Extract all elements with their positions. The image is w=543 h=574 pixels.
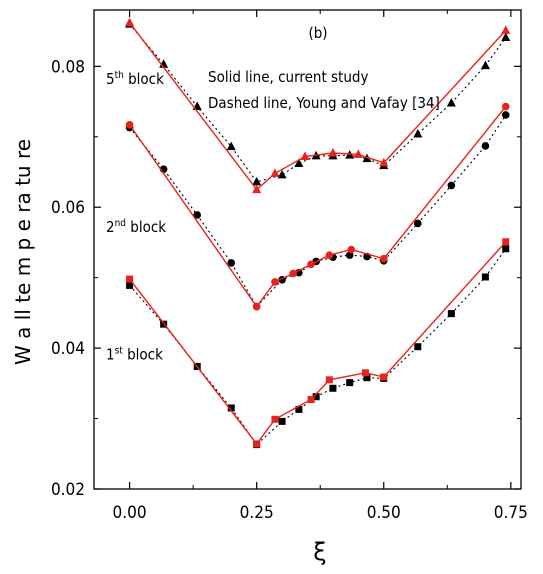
x-axis-title: ξ (313, 538, 326, 566)
series-line (129, 241, 507, 446)
data-point-triangle (125, 17, 135, 27)
data-point-square (126, 281, 134, 289)
series-triangle-solid (125, 17, 511, 194)
y-axis-title: W a ll te m p e ra tu re (11, 139, 35, 365)
legend-solid-line-note: Solid line, current study (208, 68, 368, 86)
data-point-square (329, 384, 337, 392)
data-point-triangle (413, 128, 423, 138)
data-point-circle (347, 245, 356, 254)
series-line (129, 248, 507, 446)
panel-label: (b) (308, 24, 327, 42)
data-point-square (363, 374, 371, 382)
data-point-circle (414, 219, 422, 228)
data-point-square (502, 238, 510, 246)
block-label: 5th block (106, 70, 164, 88)
series-line (129, 106, 507, 308)
series-square-solid (126, 238, 510, 448)
block-label: 1st block (106, 345, 163, 363)
data-point-square (361, 369, 369, 377)
data-point-square (481, 273, 489, 281)
data-point-triangle (501, 25, 511, 34)
series-square-dotted (126, 245, 510, 449)
data-point-circle (193, 211, 201, 219)
block-label: 2nd block (106, 218, 166, 236)
data-point-square (126, 275, 134, 283)
data-point-triangle (480, 60, 490, 70)
data-point-square (271, 415, 279, 423)
data-point-triangle (252, 176, 262, 186)
data-point-square (278, 417, 286, 425)
data-point-circle (252, 302, 261, 311)
data-point-triangle (252, 184, 262, 194)
data-point-circle (271, 278, 279, 286)
data-point-triangle (159, 59, 169, 68)
data-point-triangle (226, 141, 236, 151)
data-point-triangle (353, 149, 363, 158)
data-point-square (227, 404, 235, 412)
data-point-square (380, 373, 388, 381)
data-point-circle (379, 254, 388, 263)
y-tick-label: 0.04 (51, 339, 85, 359)
series-line (129, 22, 507, 191)
plot-frame (93, 9, 522, 490)
data-point-circle (501, 111, 510, 119)
x-tick-label: 0.50 (367, 503, 401, 523)
data-point-square (414, 343, 422, 351)
x-tick-label: 0.75 (494, 503, 528, 523)
data-point-circle (325, 251, 334, 259)
data-point-circle (125, 121, 134, 129)
legend-dashed-line-note: Dashed line, Young and Vafay [34] (208, 94, 440, 112)
data-point-triangle (300, 151, 310, 161)
data-point-circle (481, 142, 490, 150)
data-point-square (346, 379, 354, 387)
series-line (129, 114, 507, 308)
data-point-square (502, 245, 510, 253)
series-line (129, 23, 507, 183)
y-tick-label: 0.06 (51, 198, 85, 218)
data-point-triangle (270, 168, 280, 177)
data-point-square (295, 405, 303, 413)
data-point-triangle (446, 97, 456, 107)
x-tick-label: 0.25 (240, 503, 274, 523)
data-point-circle (289, 269, 298, 278)
data-point-square (447, 310, 455, 318)
y-tick-label: 0.08 (51, 57, 85, 77)
data-point-circle (447, 181, 456, 190)
data-point-triangle (379, 157, 389, 167)
data-point-square (325, 376, 333, 384)
data-point-triangle (277, 169, 287, 179)
data-point-square (253, 440, 261, 448)
data-point-square (312, 393, 320, 401)
series-circle-dotted (125, 111, 510, 311)
data-point-triangle (294, 158, 304, 168)
data-point-circle (307, 260, 315, 269)
data-point-circle (501, 102, 510, 111)
y-tick-label: 0.02 (51, 480, 85, 500)
data-point-circle (227, 259, 236, 267)
data-point-triangle (501, 32, 511, 41)
data-point-square (307, 396, 315, 404)
series-circle-solid (125, 102, 510, 311)
plot-area: 0.00 0.25 0.50 0.75 0.02 0.04 0.06 0.08 (51, 9, 528, 523)
x-tick-label: 0.00 (113, 503, 147, 523)
data-point-triangle (328, 147, 338, 157)
